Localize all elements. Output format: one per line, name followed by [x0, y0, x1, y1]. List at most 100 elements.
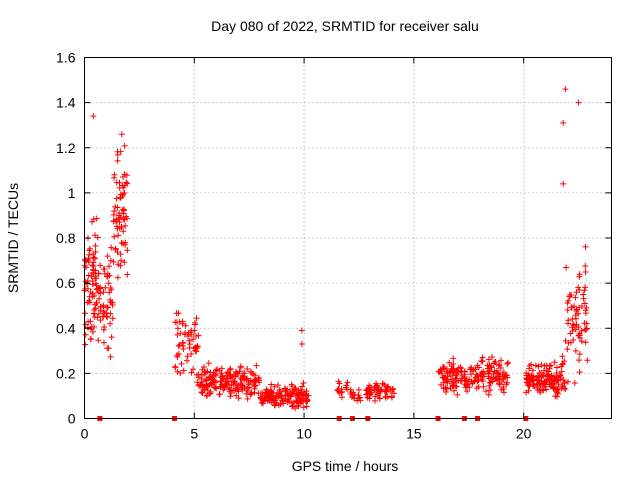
data-point: [268, 381, 275, 388]
data-point: [255, 374, 262, 381]
data-point: [469, 367, 476, 374]
data-point: [217, 374, 224, 381]
data-point: [450, 387, 457, 394]
data-point: [100, 303, 107, 310]
data-point: [529, 367, 536, 374]
data-point: [561, 358, 568, 365]
data-point: [541, 362, 548, 369]
data-point: [475, 364, 482, 371]
data-point: [107, 310, 114, 317]
data-point: [484, 362, 491, 369]
data-point: [238, 381, 245, 388]
data-point: [485, 356, 492, 363]
data-point: [468, 371, 475, 378]
data-point: [181, 331, 188, 338]
data-point: [180, 346, 187, 353]
data-point: [111, 233, 118, 240]
data-point: [559, 383, 566, 390]
data-point-outlier: [298, 341, 305, 348]
data-point: [389, 386, 396, 393]
data-point: [376, 395, 383, 402]
data-point: [100, 339, 107, 346]
data-point: [93, 275, 100, 282]
data-point: [444, 380, 451, 387]
data-point: [87, 288, 94, 295]
data-point: [180, 367, 187, 374]
data-point: [497, 371, 504, 378]
data-point: [449, 372, 456, 379]
data-point: [461, 381, 468, 388]
data-point: [458, 372, 465, 379]
data-point: [194, 343, 201, 350]
data-point: [580, 295, 587, 302]
data-point: [192, 347, 199, 354]
data-point-outlier: [575, 99, 582, 106]
data-point: [90, 270, 97, 277]
data-point: [474, 372, 481, 379]
data-point: [94, 234, 101, 241]
data-point: [104, 253, 111, 260]
data-point: [458, 377, 465, 384]
data-point: [227, 374, 234, 381]
data-point: [383, 388, 390, 395]
data-point: [378, 386, 385, 393]
data-point: [487, 387, 494, 394]
data-point: [263, 392, 270, 399]
data-point: [121, 189, 128, 196]
data-point: [108, 334, 115, 341]
data-point: [576, 369, 583, 376]
data-point: [556, 372, 563, 379]
data-point: [582, 268, 589, 275]
data-point: [241, 370, 248, 377]
data-point: [468, 364, 475, 371]
data-point: [452, 383, 459, 390]
data-point: [108, 286, 115, 293]
data-point: [554, 387, 561, 394]
data-point: [295, 387, 302, 394]
data-point: [576, 357, 583, 364]
data-point: [239, 382, 246, 389]
data-point: [114, 274, 121, 281]
data-point: [248, 377, 255, 384]
data-point: [122, 222, 129, 229]
data-point: [120, 228, 127, 235]
data-point: [495, 375, 502, 382]
data-point: [384, 393, 391, 400]
data-point: [554, 377, 561, 384]
data-point: [216, 391, 223, 398]
data-point: [343, 382, 350, 389]
data-point: [190, 336, 197, 343]
data-point: [501, 389, 508, 396]
data-point: [479, 374, 486, 381]
data-point: [563, 264, 570, 271]
data-point: [582, 310, 589, 317]
data-point: [278, 393, 285, 400]
data-point: [86, 247, 93, 254]
data-point: [282, 395, 289, 402]
data-point: [182, 322, 189, 329]
data-point: [266, 397, 273, 404]
data-point: [454, 391, 461, 398]
data-point: [208, 381, 215, 388]
y-tick-label: 1.4: [56, 95, 76, 111]
data-point: [85, 297, 92, 304]
data-point: [582, 326, 589, 333]
data-point: [124, 271, 131, 278]
data-point: [373, 389, 380, 396]
data-point: [561, 380, 568, 387]
data-point: [582, 262, 589, 269]
data-point: [384, 383, 391, 390]
data-point: [252, 382, 259, 389]
data-point: [299, 383, 306, 390]
data-point: [104, 304, 111, 311]
data-point: [339, 388, 346, 395]
data-point: [118, 239, 125, 246]
data-point: [471, 377, 478, 384]
data-point: [236, 368, 243, 375]
y-tick-label: 1.2: [56, 140, 76, 156]
data-point: [114, 225, 121, 232]
data-point: [338, 389, 345, 396]
data-point: [503, 381, 510, 388]
data-point: [370, 386, 377, 393]
data-point: [85, 272, 92, 279]
